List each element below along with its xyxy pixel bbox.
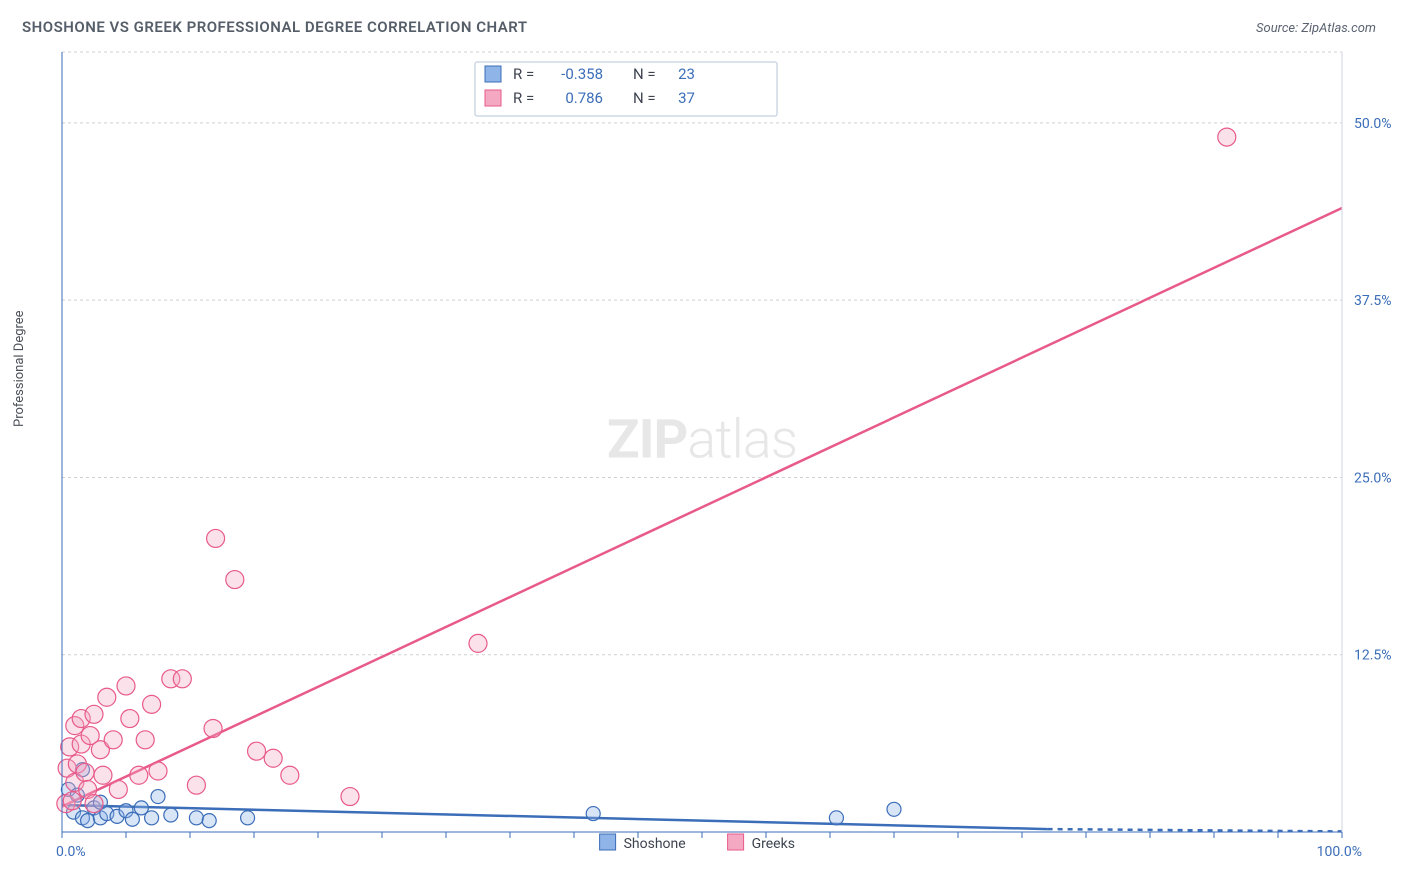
r-value: 0.786 [565, 89, 603, 107]
svg-text:N =: N = [633, 65, 656, 83]
y-tick-label: 37.5% [1354, 293, 1392, 309]
trend-line-dashed [1048, 829, 1342, 831]
data-point [187, 776, 205, 794]
y-tick-label: 25.0% [1354, 470, 1392, 486]
data-point [76, 763, 94, 781]
data-point [202, 814, 216, 828]
data-point [173, 670, 191, 688]
data-point [136, 731, 154, 749]
data-point [85, 705, 103, 723]
data-point [264, 749, 282, 767]
data-point [85, 795, 103, 813]
watermark: ZIPatlas [607, 409, 797, 472]
data-point [94, 766, 112, 784]
y-tick-label: 50.0% [1354, 116, 1392, 132]
legend-swatch [728, 834, 744, 850]
data-point [241, 811, 255, 825]
data-point [204, 719, 222, 737]
r-value: -0.358 [561, 65, 603, 83]
data-point [586, 807, 600, 821]
data-point [226, 571, 244, 589]
data-point [469, 634, 487, 652]
chart-title: SHOSHONE VS GREEK PROFESSIONAL DEGREE CO… [22, 18, 528, 36]
data-point [248, 742, 266, 760]
data-point [164, 808, 178, 822]
svg-text:R =: R = [513, 65, 534, 83]
source-attribution: Source: ZipAtlas.com [1256, 21, 1376, 36]
legend-label: Greeks [752, 836, 795, 852]
data-point [149, 762, 167, 780]
legend-swatch [485, 90, 501, 106]
scatter-chart: 12.5%25.0%37.5%50.0%ZIPatlas0.0%100.0%R … [20, 42, 1380, 872]
x-tick-label: 100.0% [1317, 844, 1362, 860]
svg-text:N =: N = [633, 89, 656, 107]
data-point [63, 792, 81, 810]
x-tick-label: 0.0% [56, 844, 86, 860]
data-point [130, 766, 148, 784]
data-point [109, 780, 127, 798]
correlation-box: R = -0.358 N = 23 R = 0.786 N = 37 [475, 62, 777, 116]
data-point [207, 529, 225, 547]
data-point [121, 710, 139, 728]
trend-line [62, 208, 1342, 806]
data-point [1218, 128, 1236, 146]
data-point [145, 811, 159, 825]
data-point [189, 811, 203, 825]
n-value: 37 [678, 89, 695, 107]
data-point [125, 812, 139, 826]
data-point [143, 695, 161, 713]
data-point [104, 731, 122, 749]
legend-swatch [600, 834, 616, 850]
legend-label: Shoshone [624, 836, 686, 852]
data-point [151, 790, 165, 804]
data-point [117, 677, 135, 695]
data-point [341, 788, 359, 806]
data-point [829, 811, 843, 825]
data-point [98, 688, 116, 706]
y-tick-label: 12.5% [1354, 648, 1392, 664]
data-point [887, 802, 901, 816]
data-point [81, 814, 95, 828]
svg-text:R =: R = [513, 89, 534, 107]
data-point [281, 766, 299, 784]
legend-swatch [485, 66, 501, 82]
n-value: 23 [678, 65, 695, 83]
legend: Shoshone Greeks [600, 834, 795, 852]
